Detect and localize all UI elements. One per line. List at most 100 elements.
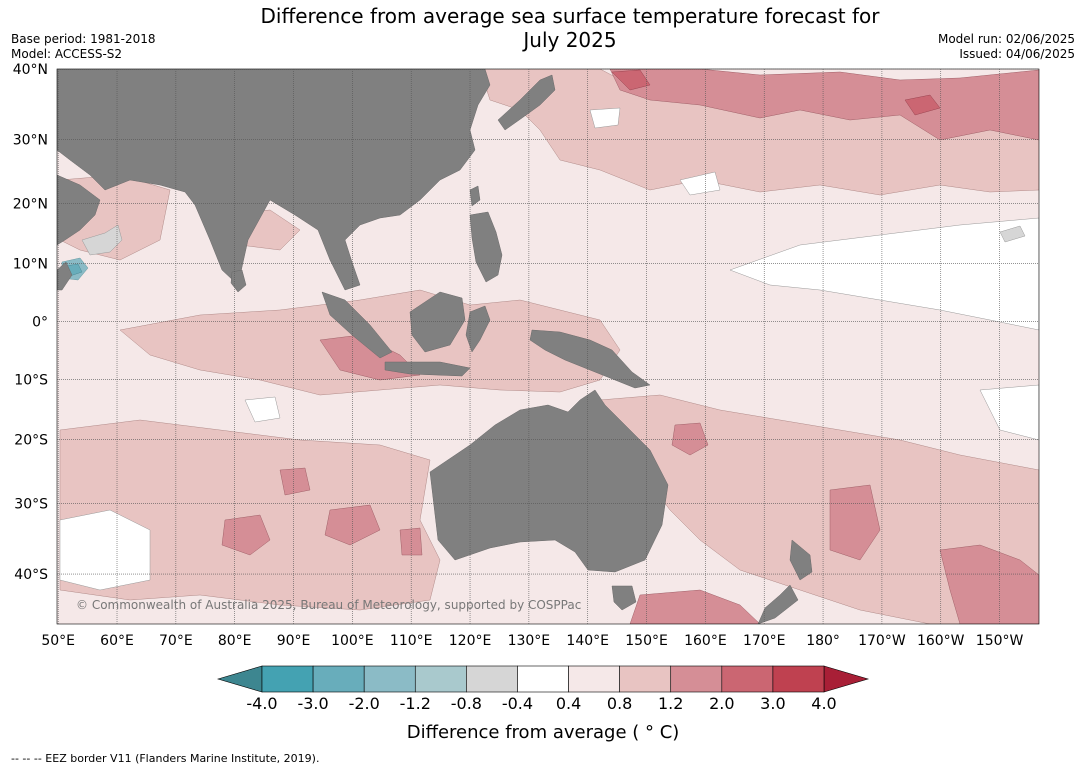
lon-label: 170°W — [858, 633, 906, 649]
anomaly-patch — [939, 544, 1039, 624]
issued-date: Issued: 04/06/2025 — [959, 47, 1075, 61]
land-asia — [57, 69, 491, 291]
lat-label: 20°N — [13, 197, 48, 213]
near-normal-patch — [979, 384, 1039, 441]
chart-title: Difference from average sea surface temp… — [200, 4, 940, 52]
colorbar-segment — [619, 665, 672, 693]
land-taiwan — [469, 185, 481, 207]
near-normal-patch — [679, 171, 721, 196]
near-normal-patch — [589, 107, 621, 129]
model-name: Model: ACCESS-S2 — [11, 47, 123, 61]
land-new-zealand-north — [789, 539, 813, 581]
colorbar-extend-low — [216, 665, 263, 693]
colorbar-tick-label: -0.8 — [451, 694, 482, 713]
lat-label: 10°N — [13, 256, 48, 272]
colorbar-segment — [772, 665, 825, 693]
lat-label: 20°S — [14, 432, 48, 448]
colorbar-segment — [261, 665, 314, 693]
land-tasmania — [611, 585, 637, 611]
lat-label: 40°N — [13, 62, 48, 78]
anomaly-patch — [629, 589, 761, 624]
cool-anomaly-patch — [81, 224, 123, 256]
eez-footnote: -- -- -- EEZ border V11 (Flanders Marine… — [11, 752, 320, 765]
land-australia — [429, 389, 669, 573]
lon-label: 110°E — [390, 633, 433, 649]
near-normal-patch — [59, 509, 151, 591]
graticule — [57, 68, 1039, 624]
colorbar-segments — [261, 665, 825, 693]
colorbar-segment — [721, 665, 774, 693]
latitude-labels: 40°N 30°N 20°N 10°N 0° 10°S 20°S 30°S 40°S — [13, 62, 48, 583]
land-africa-horn — [57, 261, 73, 291]
lat-label: 0° — [32, 315, 48, 331]
lon-label: 60°E — [100, 633, 134, 649]
lon-label: 100°E — [331, 633, 374, 649]
land-sumatra — [321, 291, 393, 359]
lon-label: 170°E — [743, 633, 786, 649]
lon-label: 160°W — [917, 633, 965, 649]
near-normal-patch — [244, 396, 281, 423]
title-line-2: July 2025 — [523, 28, 617, 52]
lon-label: 90°E — [277, 633, 311, 649]
anomaly-patch — [59, 419, 441, 611]
colorbar-tick-label: 0.8 — [607, 694, 632, 713]
colorbar-segment — [568, 665, 620, 693]
colorbar-tick-label: -1.2 — [400, 694, 431, 713]
lat-label: 30°N — [13, 133, 48, 149]
lon-label: 70°E — [159, 633, 193, 649]
longitude-labels: 50°E 60°E 70°E 80°E 90°E 100°E 110°E 120°E 130°E… — [41, 633, 1023, 649]
map-svg: 40°N 30°N 20°N 10°N 0° 10°S 20°S 30°S 40°S 50°E 6… — [13, 62, 1040, 743]
colorbar-segment — [312, 665, 365, 693]
lon-label: 50°E — [41, 633, 75, 649]
meta-right: Model run: 02/06/2025 Issued: 04/06/2025 — [938, 32, 1075, 62]
colorbar-tick-label: 2.0 — [709, 694, 734, 713]
colorbar-segment — [414, 665, 467, 693]
copyright-credit: © Commonwealth of Australia 2025, Bureau… — [76, 598, 581, 612]
lon-label: 120°E — [449, 633, 492, 649]
colorbar-tick-label: -2.0 — [349, 694, 380, 713]
colorbar-segment — [466, 665, 518, 693]
colorbar-tick-label: -0.4 — [502, 694, 533, 713]
lon-label: 180° — [806, 633, 840, 649]
land-sulawesi — [465, 305, 491, 353]
lon-label: 150°W — [976, 633, 1024, 649]
lat-label: 10°S — [14, 373, 48, 389]
anomaly-patch — [221, 514, 271, 556]
anomaly-patch — [279, 467, 311, 496]
colorbar: -4.0 -3.0 -2.0 -1.2 -0.8 -0.4 0.4 0.8 1.2 2.0 3.0 4… — [216, 665, 870, 743]
colorbar-segment — [517, 665, 569, 693]
anomaly-patch — [611, 69, 651, 91]
colorbar-tick-label: 0.4 — [556, 694, 581, 713]
colorbar-tick-label: 1.2 — [658, 694, 683, 713]
lat-label: 40°S — [14, 567, 48, 583]
cool-anomaly-patch — [999, 225, 1026, 243]
model-run: Model run: 02/06/2025 — [937, 32, 1075, 46]
colorbar-segment — [363, 665, 416, 693]
lon-label: 130°E — [508, 633, 551, 649]
meta-left: Base period: 1981-2018 Model: ACCESS-S2 — [11, 32, 156, 62]
lat-label: 30°S — [14, 496, 48, 512]
base-period: Base period: 1981-2018 — [11, 32, 156, 46]
title-line-1: Difference from average sea surface temp… — [260, 4, 880, 28]
lon-label: 140°E — [566, 633, 609, 649]
land-new-zealand-south — [757, 584, 799, 624]
land-new-guinea — [529, 329, 651, 389]
land-arabia — [57, 174, 101, 246]
colorbar-tick-label: 3.0 — [760, 694, 785, 713]
anomaly-patch — [829, 484, 881, 561]
colorbar-tick-label: 4.0 — [811, 694, 836, 713]
land-java — [384, 361, 471, 377]
anomaly-patch — [609, 69, 1039, 141]
colorbar-extend-high — [823, 665, 870, 693]
anomaly-patch — [904, 94, 941, 116]
land — [57, 69, 813, 624]
anomaly-patch — [671, 422, 709, 456]
colorbar-tick-label: -3.0 — [297, 694, 328, 713]
colorbar-tick-labels: -4.0 -3.0 -2.0 -1.2 -0.8 -0.4 0.4 0.8 1.2 2.0 3.0 4… — [246, 694, 836, 713]
land-philippines — [469, 211, 503, 283]
lon-label: 80°E — [218, 633, 252, 649]
lon-label: 150°E — [625, 633, 668, 649]
colorbar-segment — [670, 665, 723, 693]
near-normal-patch — [729, 217, 1039, 331]
colorbar-title: Difference from average ( ° C) — [407, 722, 680, 743]
